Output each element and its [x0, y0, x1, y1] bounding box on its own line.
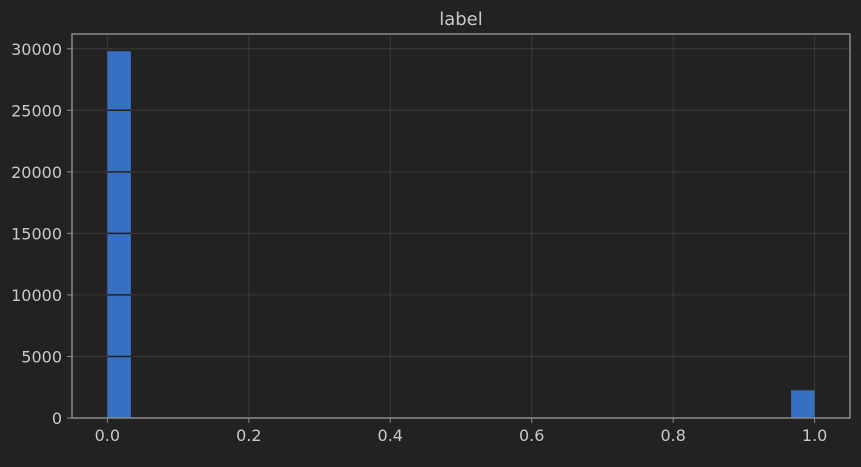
x-tick-label: 0.2	[236, 426, 261, 445]
y-tick-label: 0	[52, 409, 62, 428]
x-tick-label: 0.0	[95, 426, 120, 445]
plot-area	[72, 34, 850, 418]
histogram-bar	[791, 390, 815, 418]
x-tick-label: 0.4	[378, 426, 403, 445]
x-tick-label: 0.6	[519, 426, 544, 445]
plot-frame	[71, 33, 851, 419]
histogram-bars	[107, 51, 815, 418]
axis-ticks: 0.0 0.2 0.4 0.6 0.8 1.0 0 5000 10000 15000 20000 25…	[11, 40, 827, 445]
y-tick-label: 20000	[11, 163, 62, 182]
y-tick-label: 5000	[21, 347, 62, 366]
chart-title: label	[439, 9, 483, 30]
y-tick-label: 10000	[11, 286, 62, 305]
histogram-bar	[107, 51, 131, 418]
x-tick-label: 0.8	[660, 426, 685, 445]
x-tick-label: 1.0	[802, 426, 827, 445]
y-tick-label: 15000	[11, 224, 62, 243]
y-tick-label: 30000	[11, 40, 62, 59]
y-tick-label: 25000	[11, 101, 62, 120]
